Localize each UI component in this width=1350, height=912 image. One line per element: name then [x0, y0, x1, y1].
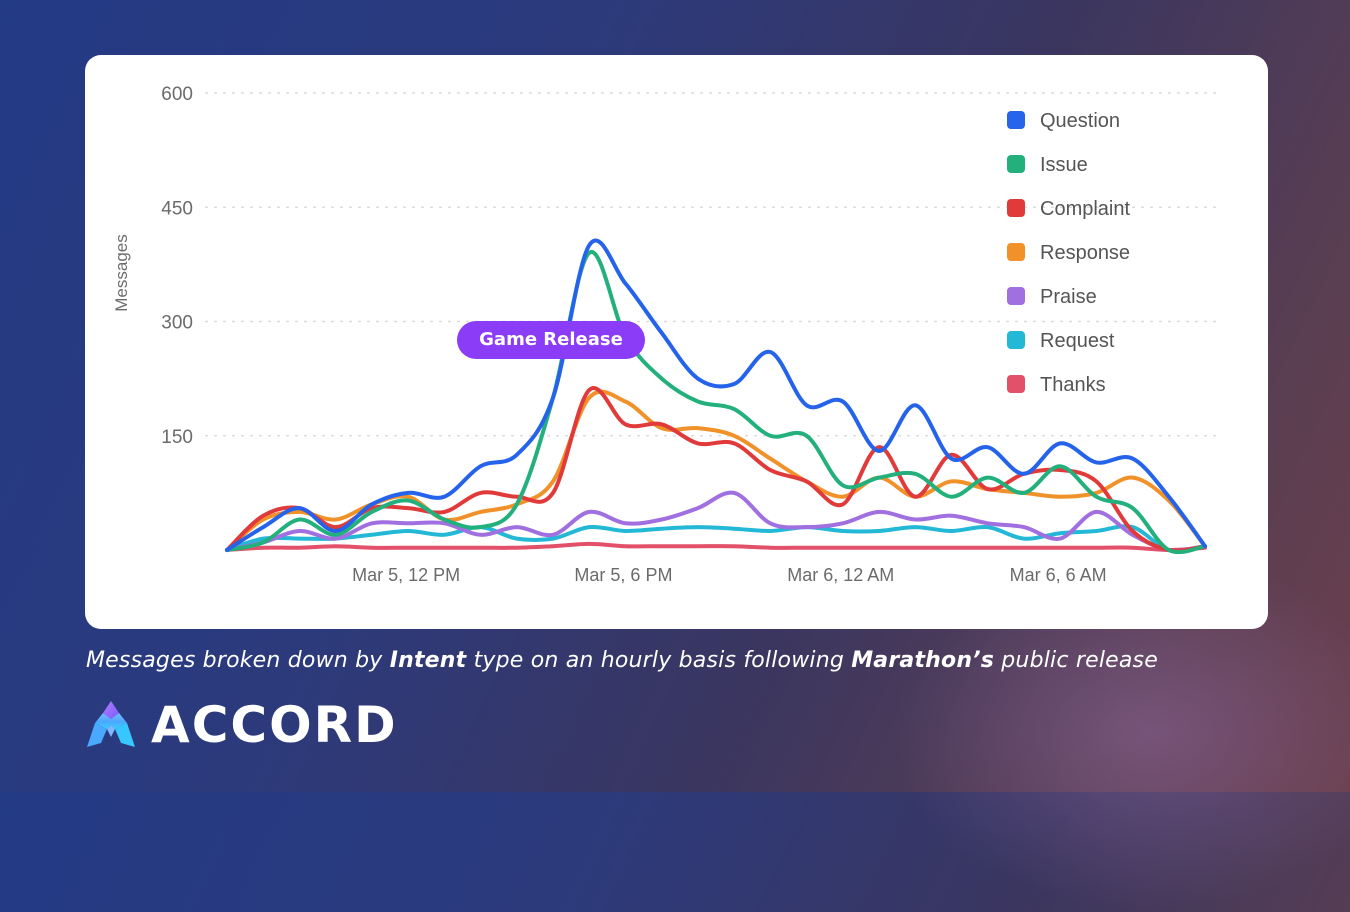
brand-name: ACCORD	[151, 696, 398, 754]
x-tick-label: Mar 5, 12 PM	[352, 565, 460, 585]
messages-line-chart: 600 450 300 150 Messages Mar 5, 12 PM Mar 5, 6…	[112, 84, 1220, 585]
y-tick-label: 300	[161, 313, 193, 334]
brand-lockup: ACCORD	[85, 696, 398, 754]
chart-caption: Messages broken down by Intent type on a…	[86, 648, 1286, 673]
caption-bold-intent: Intent	[389, 648, 467, 673]
series-line-thanks	[225, 541, 1207, 552]
legend-swatch-complaint	[1007, 199, 1025, 217]
y-tick-label: 150	[161, 427, 193, 448]
caption-text-3: public release	[994, 648, 1158, 673]
legend-label-complaint: Complaint	[1040, 198, 1130, 220]
legend-label-request: Request	[1040, 330, 1115, 352]
annotation-pill	[457, 321, 645, 359]
chart-card: 600 450 300 150 Messages Mar 5, 12 PM Mar 5, 6…	[85, 55, 1268, 629]
legend-swatch-thanks	[1007, 375, 1025, 393]
legend-label-response: Response	[1040, 242, 1130, 264]
series-line-complaint	[225, 386, 1207, 553]
caption-text-2: type on an hourly basis following	[466, 648, 852, 673]
x-tick-label: Mar 6, 12 AM	[787, 565, 894, 585]
series-line-issue	[225, 250, 1207, 555]
y-axis-label: Messages	[112, 234, 131, 311]
legend-swatch-issue	[1007, 155, 1025, 173]
caption-bold-marathon: Marathon’s	[851, 648, 995, 673]
legend-label-question: Question	[1040, 110, 1120, 132]
series-line-praise	[225, 490, 1207, 553]
y-tick-label: 600	[161, 84, 193, 105]
legend-label-praise: Praise	[1040, 286, 1097, 308]
legend-label-thanks: Thanks	[1040, 374, 1106, 396]
y-tick-label: 450	[161, 198, 193, 219]
accord-logo-icon	[87, 701, 135, 747]
series-line-question	[225, 238, 1207, 552]
legend-swatch-praise	[1007, 287, 1025, 305]
legend-swatch-question	[1007, 111, 1025, 129]
caption-text-1: Messages broken down by	[86, 648, 390, 673]
legend-swatch-request	[1007, 331, 1025, 349]
x-tick-label: Mar 6, 6 AM	[1010, 565, 1107, 585]
annotation-label: Game Release	[479, 329, 623, 350]
x-tick-label: Mar 5, 6 PM	[574, 565, 672, 585]
legend-swatch-response	[1007, 243, 1025, 261]
legend-label-issue: Issue	[1040, 154, 1088, 176]
